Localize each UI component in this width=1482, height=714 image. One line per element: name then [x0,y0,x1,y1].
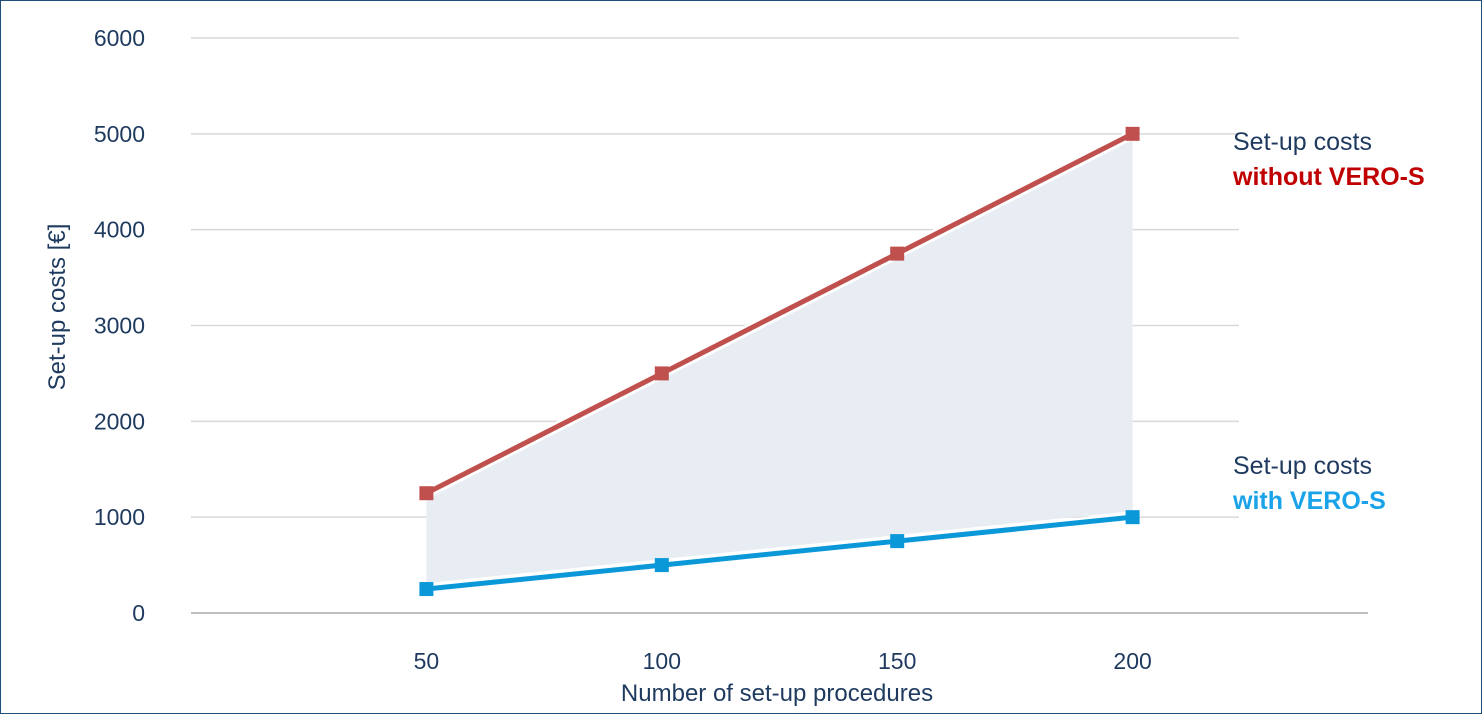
annotation-with: Set-up costs with VERO-S [1232,452,1386,515]
tick-label-layer: 0 1000 2000 3000 4000 5000 6000 50 100 150 200 [94,25,1152,674]
marker-with-vero-s-200 [1125,510,1140,525]
x-tick-label-150: 150 [878,648,916,674]
marker-with-vero-s-100 [654,558,669,573]
y-tick-label-3000: 3000 [94,313,145,339]
series-line-without-vero-s [425,131,1134,496]
annotation-without-line1: Set-up costs [1233,128,1372,156]
y-tick-label-0: 0 [132,600,145,626]
marker-without-vero-s-200 [1125,126,1140,141]
x-tick-label-200: 200 [1113,648,1151,674]
y-axis-label: Set-up costs [€] [44,224,71,391]
x-tick-label-100: 100 [643,648,681,674]
x-tick-label-50: 50 [414,648,440,674]
annotation-without-line2: without VERO-S [1232,163,1425,191]
y-tick-label-2000: 2000 [94,408,145,434]
annotation-without: Set-up costs without VERO-S [1232,128,1425,191]
marker-with-vero-s-150 [890,534,905,549]
series-layer [419,126,1140,597]
y-tick-label-1000: 1000 [94,504,145,530]
area-between-series [426,139,1133,584]
marker-without-vero-s-150 [890,246,905,261]
annotation-with-line1: Set-up costs [1233,452,1372,480]
x-axis-label: Number of set-up procedures [621,680,933,707]
marker-without-vero-s-100 [654,366,669,381]
y-tick-label-4000: 4000 [94,217,145,243]
marker-without-vero-s-50 [419,486,434,501]
annotation-with-line2: with VERO-S [1232,487,1386,515]
fill-layer [426,139,1133,584]
marker-with-vero-s-50 [419,582,434,597]
series-line-with-vero-s [426,514,1133,592]
y-tick-label-5000: 5000 [94,121,145,147]
y-tick-label-6000: 6000 [94,25,145,51]
